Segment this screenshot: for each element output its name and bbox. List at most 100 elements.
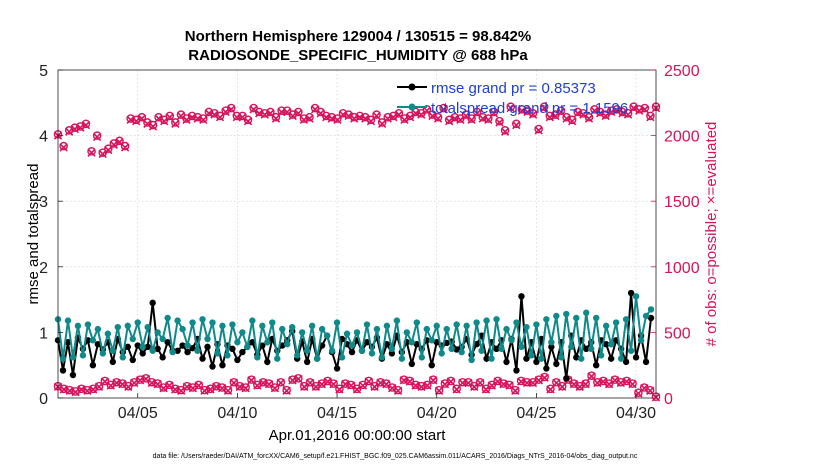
obs-possible-point (120, 141, 130, 151)
obs-evaluated-low-point (464, 378, 473, 388)
rmse-point (144, 343, 151, 351)
rmse-point (179, 342, 186, 349)
totalspread-point (518, 343, 525, 351)
totalspread-point (403, 329, 411, 336)
obs-evaluated-point (372, 111, 381, 121)
totalspread-point (558, 354, 565, 361)
totalspread-point (478, 347, 485, 354)
obs-evaluated-low-point (604, 380, 614, 389)
totalspread-point (249, 317, 256, 324)
obs-evaluated-low-point (124, 382, 133, 392)
obs-evaluated-low-point (370, 382, 379, 392)
obs-evaluated-point (405, 113, 415, 122)
rmse-point (483, 355, 490, 362)
rmse-point (333, 365, 341, 372)
obs-evaluated-low-point (311, 382, 321, 392)
obs-evaluated-low-point (165, 381, 174, 390)
obs-evaluated-point (629, 103, 638, 113)
totalspread-point (602, 322, 610, 330)
totalspread-point (298, 329, 306, 336)
obs-evaluated-low-point (628, 380, 637, 389)
rmse-point (164, 339, 171, 346)
obs-possible-low-point (276, 377, 286, 387)
rmse-point (513, 367, 520, 374)
legend-rmse-marker (408, 83, 416, 91)
totalspread-point (488, 355, 495, 362)
obs-possible-point (271, 112, 281, 122)
rmse-point (473, 341, 480, 348)
obs-evaluated-point (417, 110, 426, 119)
x-tick-label: 04/10 (217, 405, 257, 422)
rmse-point (647, 314, 655, 322)
obs-possible-low-point (634, 388, 643, 398)
rmse-point (239, 348, 246, 356)
totalspread-point (607, 341, 615, 348)
legend-totalspread-marker (408, 103, 416, 111)
rmse-point (383, 341, 391, 348)
rmse-point (174, 347, 181, 354)
obs-evaluated-point (165, 113, 174, 122)
totalspread-point (279, 325, 286, 333)
obs-evaluated-low-point (223, 386, 233, 395)
obs-evaluated-low-point (388, 383, 397, 393)
obs-possible-point (495, 116, 504, 126)
obs-evaluated-point (81, 120, 91, 130)
rmse-point (583, 345, 590, 352)
legend: rmse grand pr = 0.85373 totalspread gran… (397, 80, 628, 117)
obs-evaluated-low-point (118, 380, 127, 389)
obs-possible-point (500, 126, 510, 135)
rmse-point (139, 350, 146, 357)
obs-evaluated-point (344, 111, 353, 121)
totalspread-point (433, 322, 440, 330)
obs-possible-point (623, 108, 633, 118)
rmse-point (204, 343, 211, 351)
obs-possible-low-point (364, 376, 374, 386)
obs-evaluated-low-point (405, 377, 414, 386)
obs-possible-point (372, 110, 381, 119)
obs-possible-point (439, 103, 448, 113)
obs-possible-low-point (305, 377, 315, 387)
obs-evaluated-low-point (487, 381, 497, 390)
obs-possible-point (534, 124, 543, 134)
obs-evaluated-low-point (276, 378, 285, 388)
totalspread-point (139, 343, 146, 351)
rmse-point (553, 360, 560, 368)
obs-evaluated-point (76, 123, 85, 132)
obs-evaluated-low-point (575, 382, 584, 392)
rmse-point (219, 362, 226, 369)
obs-evaluated-point (288, 111, 297, 121)
obs-evaluated-low-point (382, 380, 391, 389)
totalspread-point (593, 314, 600, 322)
obs-evaluated-low-point (610, 376, 620, 385)
rmse-point (199, 355, 206, 362)
obs-possible-point (294, 107, 303, 117)
obs-evaluated-point (512, 120, 521, 130)
y-tick-label-right: 1000 (664, 260, 700, 277)
y-tick-label-right: 500 (664, 325, 691, 342)
rmse-point (503, 358, 510, 366)
obs-possible-point (199, 114, 208, 123)
obs-evaluated-low-point (581, 380, 590, 389)
rmse-point (642, 358, 650, 366)
obs-evaluated-point (171, 119, 180, 128)
obs-possible-point (103, 144, 113, 154)
obs-possible-low-point (153, 379, 162, 388)
totalspread-point (368, 350, 376, 357)
rmse-point (249, 339, 256, 346)
obs-possible-low-point (458, 377, 467, 387)
totalspread-point (423, 325, 430, 333)
obs-possible-low-point (346, 380, 356, 390)
obs-possible-low-point (247, 375, 256, 384)
obs-evaluated-low-point (481, 385, 491, 394)
obs-possible-low-point (288, 375, 297, 384)
obs-evaluated-point (294, 109, 303, 118)
obs-evaluated-point (310, 105, 320, 114)
obs-evaluated-low-point (159, 383, 168, 393)
obs-evaluated-low-point (493, 377, 502, 386)
rmse-point (413, 341, 420, 348)
obs-evaluated-low-point (470, 382, 479, 392)
obs-possible-low-point (452, 384, 461, 394)
obs-possible-low-point (405, 376, 415, 386)
rmse-point (259, 342, 266, 349)
